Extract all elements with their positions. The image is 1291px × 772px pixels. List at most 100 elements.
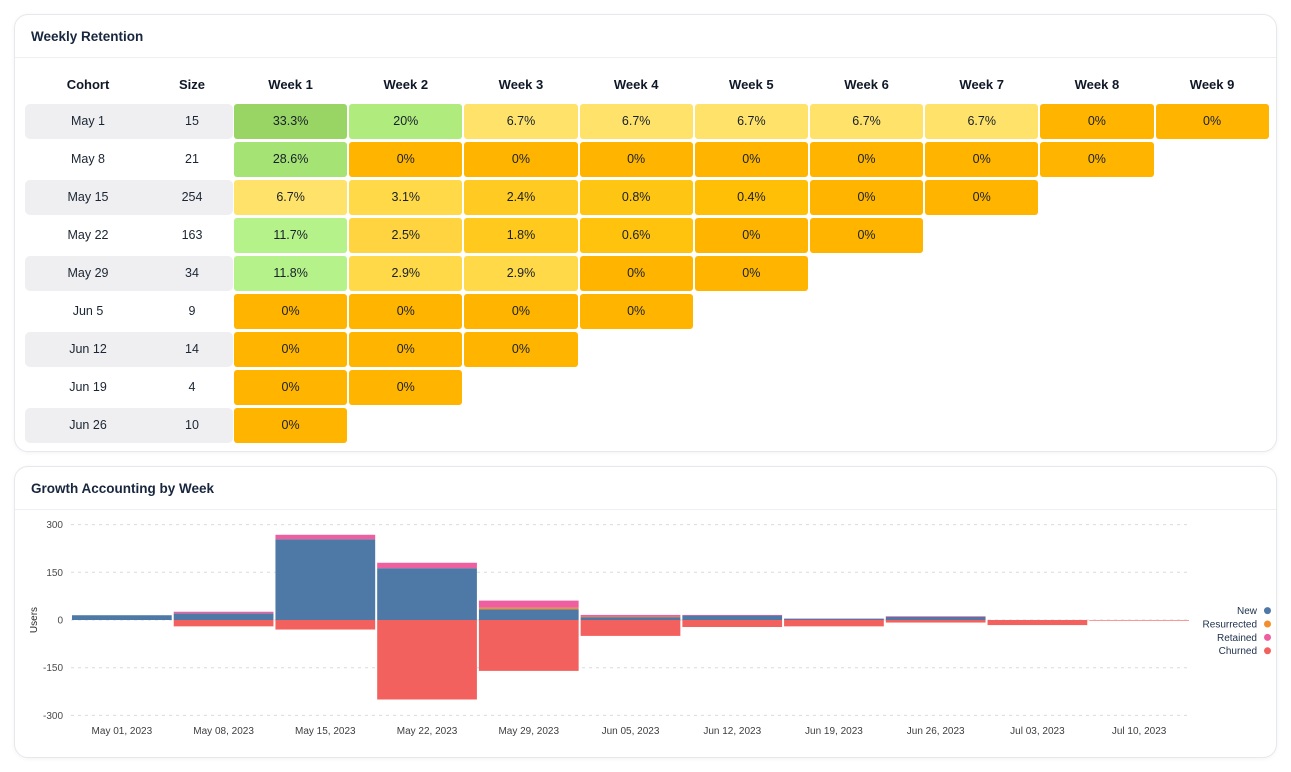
- retention-cell: 2.9%: [349, 255, 463, 291]
- retention-cell: 6.7%: [234, 179, 348, 215]
- x-tick-label: Jun 26, 2023: [907, 726, 965, 737]
- y-tick-label: 300: [46, 520, 63, 531]
- cohort-label: Jun 5: [72, 304, 104, 318]
- table-row: May 8 21 28.6% 0% 0% 0% 0% 0% 0% 0%: [25, 140, 1268, 178]
- cohort-size: 10: [151, 407, 233, 443]
- cohort-size: 254: [151, 179, 233, 215]
- retention-cell: 0%: [464, 293, 578, 329]
- cohort-size: 163: [181, 228, 203, 242]
- bar-segment-churned: [275, 620, 376, 630]
- x-tick-label: Jun 12, 2023: [703, 726, 761, 737]
- legend-swatch-icon[interactable]: [1264, 633, 1271, 641]
- table-row: May 15 254 6.7% 3.1% 2.4% 0.8% 0.4% 0% 0%: [25, 178, 1268, 216]
- x-tick-label: May 22, 2023: [397, 726, 458, 737]
- bar-segment-churned: [377, 620, 477, 700]
- bar-segment-retained: [173, 611, 274, 614]
- legend-item-label[interactable]: Retained: [1217, 633, 1257, 644]
- retention-cell: 0%: [579, 293, 693, 329]
- retention-cell: 0%: [234, 407, 348, 443]
- growth-chart-svg: 300 150 0 -150 -300 Users May 01, 2023 May 08, …: [29, 520, 1271, 737]
- retention-cell: 2.5%: [349, 217, 463, 253]
- retention-cell: 0%: [349, 141, 463, 177]
- retention-cell: 0%: [579, 255, 693, 291]
- bar-segment-new: [275, 539, 376, 620]
- column-header: Week 7: [959, 76, 1004, 92]
- retention-cell: 11.7%: [234, 217, 348, 253]
- bar-segment-churned: [478, 620, 579, 671]
- retention-cell: 0%: [464, 331, 578, 367]
- bar-segment-retained: [275, 534, 376, 540]
- retention-cell: 33.3%: [234, 103, 348, 139]
- retention-cell: 0.8%: [579, 179, 693, 215]
- bar-segment-new: [682, 615, 783, 620]
- retention-header-row: Cohort Size Week 1 Week 2 Week 3 Week 4 Week 5…: [25, 66, 1268, 102]
- cohort-label: Jun 26: [25, 407, 151, 443]
- bar-segment-retained: [580, 614, 681, 617]
- retention-cell: 11.8%: [234, 255, 348, 291]
- retention-cell: 0%: [694, 255, 808, 291]
- retention-cell: 2.4%: [464, 179, 578, 215]
- table-row: Jun 12 14 0% 0% 0%: [25, 330, 1268, 368]
- retention-cell: 0.4%: [694, 179, 808, 215]
- legend-swatch-icon[interactable]: [1264, 620, 1271, 628]
- retention-cell: 0.6%: [579, 217, 693, 253]
- cohort-label: May 22: [67, 228, 109, 242]
- cohort-label: May 29: [25, 255, 151, 291]
- bar-segment-retained: [682, 614, 783, 616]
- growth-chart: 300 150 0 -150 -300 Users May 01, 2023 May 08, …: [15, 510, 1276, 757]
- retention-table-body: May 1 15 33.3% 20% 6.7% 6.7% 6.7% 6.7% 6.7% 0% 0% M…: [25, 102, 1269, 444]
- retention-cell: 1.8%: [464, 217, 578, 253]
- legend-item-label[interactable]: Resurrected: [1203, 619, 1257, 630]
- y-tick-label: -150: [43, 663, 63, 674]
- cohort-label: May 15: [25, 179, 151, 215]
- retention-panel-title: Weekly Retention: [15, 15, 1276, 58]
- retention-cell: 20%: [349, 103, 463, 139]
- legend-swatch-icon[interactable]: [1264, 607, 1271, 615]
- retention-cell: 28.6%: [234, 141, 348, 177]
- retention-cell: 0%: [925, 179, 1039, 215]
- retention-cell: 0%: [234, 331, 348, 367]
- retention-cell: 0%: [809, 179, 924, 215]
- x-tick-label: Jun 19, 2023: [805, 726, 863, 737]
- bar-segment-churned: [987, 620, 1088, 626]
- retention-cell: 6.7%: [809, 103, 924, 139]
- bar-segment-churned: [885, 620, 986, 623]
- bar-segment-churned: [784, 620, 884, 627]
- legend-item-label[interactable]: New: [1237, 606, 1258, 617]
- bar-segment-new: [173, 613, 274, 620]
- cohort-size: 15: [151, 103, 233, 139]
- bar-segment-retained: [478, 600, 579, 608]
- y-tick-label: -300: [43, 711, 63, 722]
- cohort-label: Jun 12: [25, 331, 151, 367]
- bar-segment-retained: [377, 562, 477, 569]
- column-header: Size: [178, 76, 205, 92]
- retention-cell: 0%: [349, 369, 463, 405]
- retention-cell: 0%: [809, 141, 924, 177]
- legend-swatch-icon[interactable]: [1264, 647, 1271, 655]
- column-header: Week 8: [1074, 76, 1120, 92]
- retention-cell: 0%: [349, 293, 463, 329]
- retention-cell: 2.9%: [464, 255, 578, 291]
- retention-cell: 6.7%: [464, 103, 578, 139]
- retention-cell: 0%: [349, 331, 463, 367]
- column-header: Week 2: [383, 76, 429, 92]
- column-header: Week 6: [844, 76, 889, 92]
- growth-accounting-panel: Growth Accounting by Week 300 150 0 -150 -30…: [14, 466, 1277, 758]
- legend-item-label[interactable]: Churned: [1219, 646, 1257, 657]
- bar-segment-churned: [580, 620, 681, 636]
- retention-cell: 6.7%: [925, 103, 1039, 139]
- retention-cell: 0%: [234, 369, 348, 405]
- table-row: Jun 26 10 0%: [25, 406, 1268, 444]
- cohort-size: 4: [188, 380, 196, 394]
- retention-table: Cohort Size Week 1 Week 2 Week 3 Week 4 Week 5…: [25, 66, 1269, 444]
- bar-segment-new: [580, 617, 681, 620]
- column-header: Week 5: [729, 76, 774, 92]
- table-row: May 22 163 11.7% 2.5% 1.8% 0.6% 0% 0%: [25, 216, 1268, 254]
- weekly-retention-panel: Weekly Retention Cohort Size Week 1 Week 2 W…: [14, 14, 1277, 452]
- x-tick-label: Jul 10, 2023: [1112, 726, 1167, 737]
- cohort-label: Jun 19: [69, 380, 107, 394]
- bar-segment-churned: [1089, 620, 1189, 621]
- retention-cell: 0%: [579, 141, 693, 177]
- growth-panel-title: Growth Accounting by Week: [15, 467, 1276, 510]
- table-row: May 29 34 11.8% 2.9% 2.9% 0% 0%: [25, 254, 1268, 292]
